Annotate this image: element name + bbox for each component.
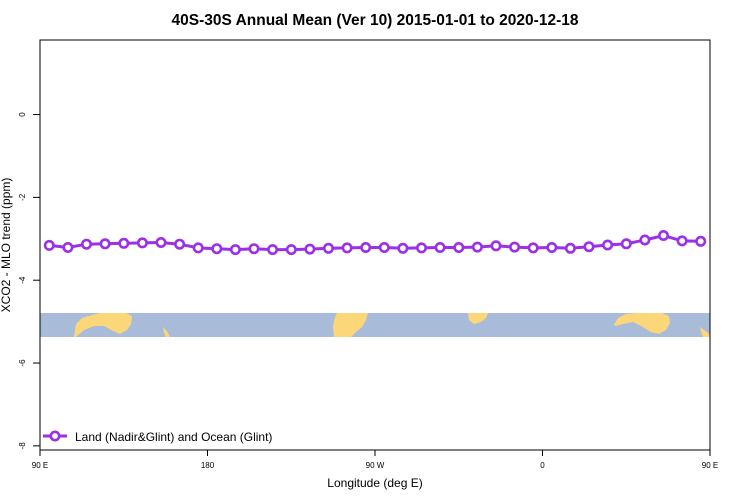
data-point <box>471 241 483 253</box>
y-tick: -2 <box>18 193 40 201</box>
data-point <box>527 242 539 254</box>
data-point <box>602 239 614 251</box>
legend-label: Land (Nadir&Glint) and Ocean (Glint) <box>75 430 272 444</box>
y-tick: -6 <box>18 359 40 367</box>
land-africa <box>468 313 488 324</box>
land-south-america <box>333 313 368 337</box>
x-tick-label: 90 E <box>32 461 48 470</box>
data-point <box>360 242 372 254</box>
data-point <box>304 243 316 255</box>
legend-swatch-marker <box>49 430 61 442</box>
data-point <box>174 238 186 250</box>
x-tick: 90 W <box>366 450 385 470</box>
data-point <box>118 237 130 249</box>
data-point <box>322 242 334 254</box>
data-point <box>490 240 502 252</box>
data-point <box>657 230 669 242</box>
y-tick-label: -8 <box>18 442 27 450</box>
data-point <box>434 242 446 254</box>
series-line <box>43 230 707 256</box>
y-axis-label: XCO2 - MLO trend (ppm) <box>0 178 13 313</box>
y-tick-label: -4 <box>18 276 27 284</box>
y-tick: -8 <box>18 442 40 450</box>
data-point <box>136 237 148 249</box>
data-point <box>192 242 204 254</box>
x-axis-label: Longitude (deg E) <box>327 476 422 490</box>
land-nz-west <box>700 327 710 337</box>
data-point <box>620 238 632 250</box>
data-point <box>267 244 279 256</box>
map-strip <box>40 313 710 337</box>
legend: Land (Nadir&Glint) and Ocean (Glint) <box>43 430 272 444</box>
x-tick-label: 90 W <box>366 461 385 470</box>
y-tick: -4 <box>18 276 40 284</box>
data-point <box>341 242 353 254</box>
data-point <box>378 242 390 254</box>
data-point <box>639 234 651 246</box>
data-point <box>546 242 558 254</box>
data-point <box>397 242 409 254</box>
data-point <box>564 242 576 254</box>
y-tick-label: 0 <box>18 112 27 117</box>
y-tick-label: -6 <box>18 359 27 367</box>
data-point <box>695 235 707 247</box>
land-australia-repeat <box>614 313 670 334</box>
y-tick-label: -2 <box>18 193 27 201</box>
data-point <box>248 243 260 255</box>
x-axis: 90 E 180 90 W 0 90 E <box>32 450 718 470</box>
data-point <box>43 239 55 251</box>
ocean-band <box>40 313 710 337</box>
chart-title: 40S-30S Annual Mean (Ver 10) 2015-01-01 … <box>172 12 579 29</box>
x-tick: 90 E <box>32 450 48 470</box>
data-point <box>583 241 595 253</box>
data-point <box>676 235 688 247</box>
x-tick-label: 0 <box>540 461 545 470</box>
data-point <box>62 242 74 254</box>
data-point <box>229 244 241 256</box>
data-point <box>415 242 427 254</box>
x-tick: 0 <box>540 450 545 470</box>
y-axis: 0 -2 -4 -6 -8 <box>18 112 40 450</box>
data-point <box>509 241 521 253</box>
land-nz-east <box>163 327 170 337</box>
data-point <box>99 238 111 250</box>
data-point <box>453 242 465 254</box>
x-tick-label: 90 E <box>702 461 718 470</box>
continents <box>74 313 710 337</box>
data-point <box>155 237 167 249</box>
data-point <box>211 243 223 255</box>
x-tick-label: 180 <box>201 461 215 470</box>
data-point <box>81 238 93 250</box>
y-tick: 0 <box>18 112 40 117</box>
land-australia <box>74 313 132 337</box>
x-tick: 180 <box>201 450 215 470</box>
x-tick: 90 E <box>702 450 718 470</box>
data-point <box>285 244 297 256</box>
